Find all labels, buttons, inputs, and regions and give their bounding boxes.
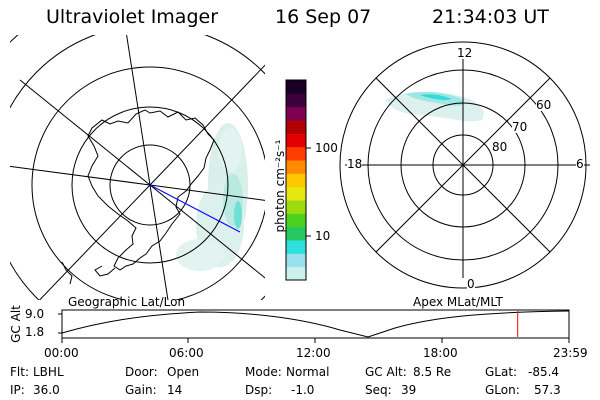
colorbar-segment: [286, 173, 306, 188]
mlat-label-70: 70: [512, 120, 528, 134]
seq-label: Seq:: [365, 383, 392, 397]
mlt-label-0: 0: [467, 277, 475, 291]
gain-value: 14: [167, 383, 183, 397]
geographic-caption: Geographic Lat/Lon: [68, 295, 186, 309]
door-value: Open: [167, 365, 200, 379]
gc-alt-axis-label: GC Alt: [9, 305, 23, 343]
flt-label: Flt:: [10, 365, 29, 379]
observation-time: 21:34:03 UT: [432, 6, 549, 28]
glon-label: GLon:: [485, 383, 520, 397]
mlat-label-80: 80: [492, 140, 508, 154]
aurora-oval-magnetic: [385, 91, 484, 122]
xtick-12: 12:00: [296, 346, 331, 360]
observation-date: 16 Sep 07: [275, 6, 372, 28]
mlt-label-12: 12: [457, 46, 473, 60]
glon-value: 57.3: [534, 383, 561, 397]
ip-value: 36.0: [33, 383, 60, 397]
colorbar-segment: [286, 266, 306, 281]
mlat-label-60: 60: [536, 98, 552, 112]
peninsula: [94, 265, 116, 277]
colorbar-segment: [286, 160, 306, 174]
colorbar-segment: [286, 146, 306, 161]
instrument-title: Ultraviolet Imager: [46, 6, 219, 28]
colorbar-segment: [286, 253, 306, 268]
magnetic-polar-plot: [339, 41, 590, 289]
ytick-1-8: 1.8: [25, 325, 45, 339]
ytick-9: 9.0: [25, 307, 45, 321]
geographic-map: [10, 35, 265, 300]
gain-label: Gain:: [125, 383, 157, 397]
colorbar-segment: [286, 226, 306, 241]
color-scale-bar: [285, 79, 311, 281]
mlt-label-18: 18: [347, 157, 363, 171]
mode-label: Mode:: [245, 365, 282, 379]
colorbar-segment: [286, 120, 306, 134]
glat-label: GLat:: [485, 365, 518, 379]
dsp-value: -1.0: [291, 383, 315, 397]
blue-trace: [149, 184, 241, 233]
colorbar-segment: [286, 186, 306, 201]
xtick-06: 06:00: [169, 346, 204, 360]
mlt-label-6: 6: [576, 157, 584, 171]
flt-value: LBHL: [33, 365, 64, 379]
colorbar-segment: [286, 213, 306, 228]
altitude-curve: [61, 310, 570, 338]
ip-label: IP:: [10, 383, 25, 397]
mode-value: Normal: [286, 365, 330, 379]
xtick-2359: 23:59: [553, 346, 588, 360]
xtick-00: 00:00: [44, 346, 79, 360]
gcalt-label: GC Alt:: [365, 365, 407, 379]
xtick-18: 18:00: [423, 346, 458, 360]
colorbar-tick-10: 10: [315, 229, 331, 243]
door-label: Door:: [125, 365, 158, 379]
magnetic-caption: Apex MLat/MLT: [413, 295, 503, 309]
colorbar-segment: [286, 106, 306, 121]
timeline-plot: [58, 309, 570, 343]
antarctica-coastline: [87, 109, 215, 271]
colorbar-segment: [286, 80, 306, 94]
dsp-label: Dsp:: [245, 383, 273, 397]
colorbar-segment: [286, 200, 306, 214]
colorbar-segment: [286, 93, 306, 108]
gcalt-value: 8.5 Re: [413, 365, 452, 379]
glat-value: -85.4: [528, 365, 560, 379]
colorbar-segment: [286, 240, 306, 254]
colorbar-tick-100: 100: [315, 141, 338, 155]
colorbar-units-label: photon cm⁻²s⁻¹: [273, 139, 287, 233]
colorbar-segment: [286, 133, 306, 148]
seq-value: 39: [401, 383, 417, 397]
